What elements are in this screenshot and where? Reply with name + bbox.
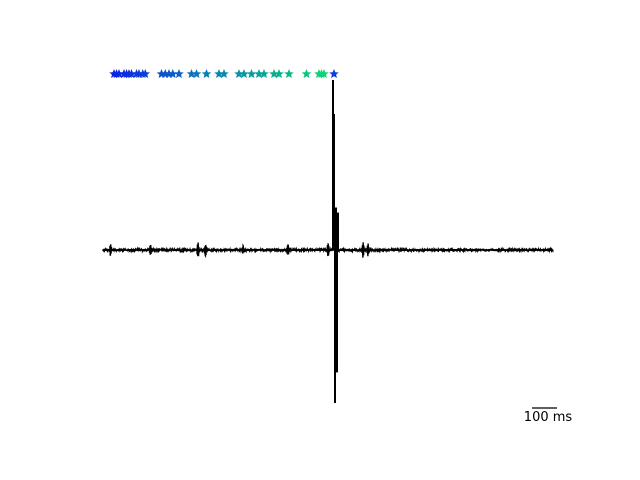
- star-marker: [156, 69, 167, 79]
- star-marker: [186, 69, 197, 79]
- star-marker: [114, 69, 124, 79]
- star-marker: [301, 69, 312, 79]
- trace-layer: [102, 80, 554, 403]
- star-marker: [246, 69, 257, 79]
- star-marker: [284, 69, 294, 79]
- star-marker: [140, 69, 151, 79]
- star-marker: [234, 69, 244, 79]
- star-marker: [167, 69, 178, 79]
- star-marker: [126, 69, 137, 79]
- marker-layer: [109, 69, 339, 79]
- star-marker: [191, 69, 202, 79]
- star-marker: [201, 69, 212, 79]
- trace-line: [102, 242, 554, 259]
- star-marker: [164, 69, 174, 79]
- star-marker: [174, 69, 184, 79]
- scale-bar-label: 100 ms: [524, 410, 573, 425]
- star-marker: [160, 69, 171, 79]
- star-marker: [274, 69, 284, 79]
- star-marker: [134, 69, 144, 79]
- star-marker: [254, 69, 264, 79]
- scale-bar: 100 ms: [524, 407, 573, 425]
- star-marker: [329, 69, 339, 79]
- star-marker: [269, 69, 279, 79]
- star-marker: [259, 69, 269, 79]
- star-marker: [319, 69, 329, 79]
- star-marker: [214, 69, 224, 79]
- star-marker: [219, 69, 229, 79]
- star-marker: [239, 69, 249, 79]
